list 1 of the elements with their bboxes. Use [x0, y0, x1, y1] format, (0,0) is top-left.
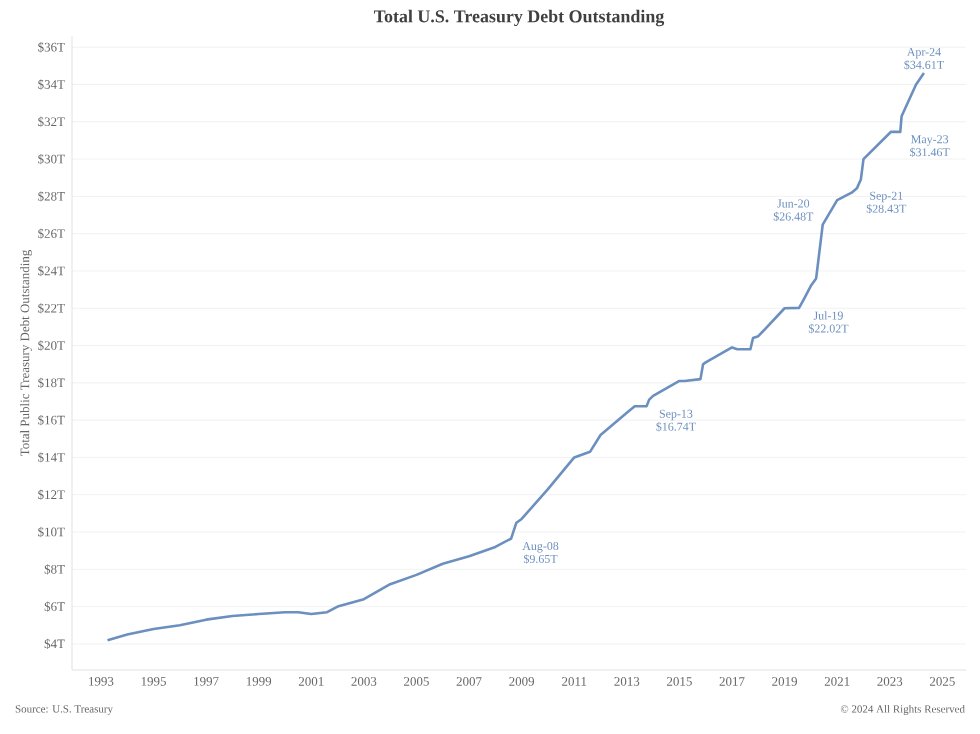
chart-title: Total U.S. Treasury Debt Outstanding — [373, 9, 665, 27]
